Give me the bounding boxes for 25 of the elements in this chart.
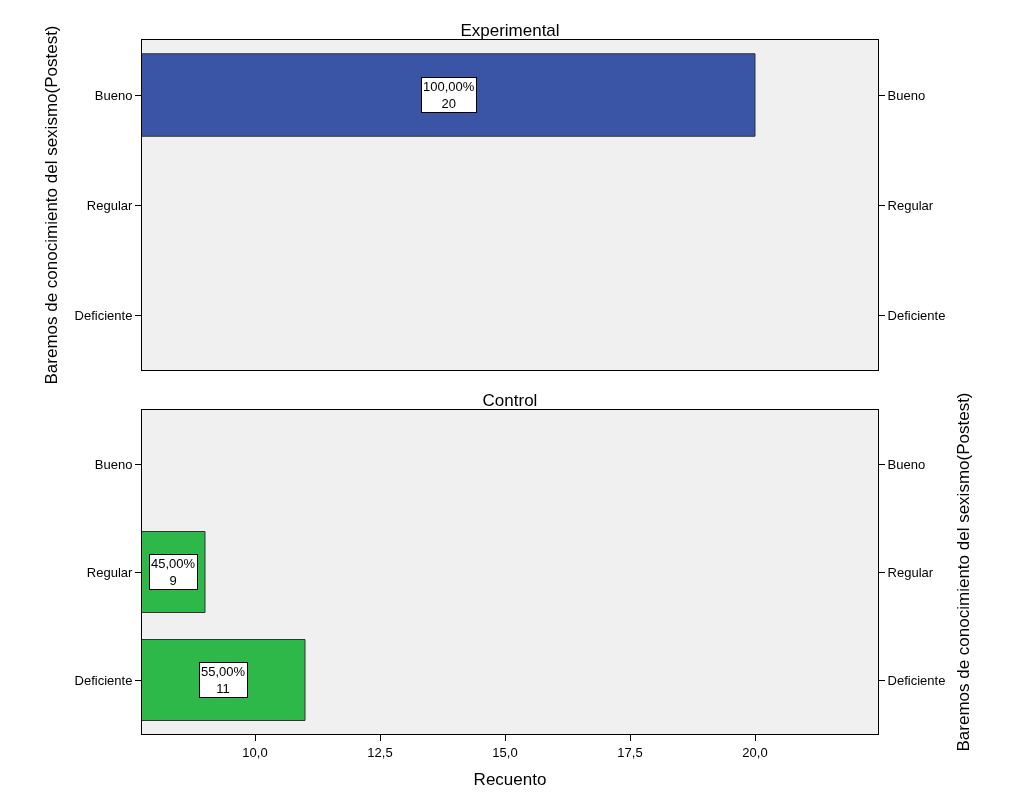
y-axis-title: Baremos de conocimiento del sexismo(Postest) (42, 25, 62, 385)
x-tick-label: 10,0 (242, 744, 268, 760)
category-label: Deficiente (887, 307, 946, 323)
x-tick-label: 12,5 (367, 744, 393, 760)
category-label: Deficiente (887, 672, 946, 688)
category-label: Regular (887, 564, 934, 580)
x-tick-label: 20,0 (742, 744, 768, 760)
y-tick-label: Regular (86, 197, 134, 213)
category-label: Bueno (887, 87, 926, 103)
y-tick-label: Bueno (94, 87, 133, 103)
y-tick-label: Deficiente (74, 672, 133, 688)
data-label: 55,00% 11 (201, 664, 246, 696)
y-tick-label: Bueno (94, 456, 133, 472)
x-tick-label: 15,0 (492, 744, 518, 760)
chart-title: Experimental (460, 21, 560, 40)
y-tick-label: Regular (86, 564, 134, 580)
y2-axis-title: Baremos de conocimiento del sexismo(Postest) (953, 392, 973, 752)
x-tick-label: 17,5 (617, 744, 643, 760)
category-label: Bueno (887, 456, 926, 472)
y-tick-label: Deficiente (74, 307, 133, 323)
category-label: Regular (887, 197, 934, 213)
x-axis-title: Recuento (473, 770, 547, 789)
chart-title: Control (482, 391, 538, 410)
data-label: 100,00% 20 (423, 79, 475, 111)
data-label: 45,00% 9 (151, 556, 196, 588)
